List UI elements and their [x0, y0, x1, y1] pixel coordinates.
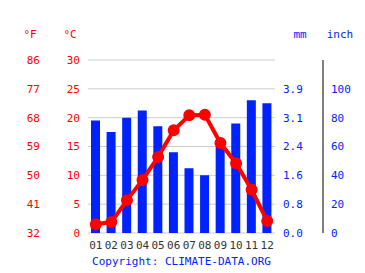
svg-text:0: 0 — [73, 227, 80, 240]
svg-text:40: 40 — [331, 169, 344, 182]
svg-text:20: 20 — [67, 112, 80, 125]
svg-text:0.0: 0.0 — [283, 227, 303, 240]
html-text:inch: inch — [326, 28, 354, 41]
svg-text:68: 68 — [27, 112, 40, 125]
svg-text:06: 06 — [167, 239, 180, 252]
svg-text:30: 30 — [67, 54, 80, 67]
html-text:mm: mm — [293, 28, 307, 41]
svg-text:07: 07 — [183, 239, 196, 252]
svg-text:20: 20 — [331, 198, 344, 211]
svg-text:12: 12 — [261, 239, 274, 252]
svg-text:3.1: 3.1 — [283, 112, 303, 125]
svg-text:05: 05 — [152, 239, 165, 252]
svg-text:11: 11 — [245, 239, 258, 252]
svg-text:59: 59 — [27, 140, 40, 153]
svg-text:15: 15 — [67, 140, 80, 153]
svg-text:50: 50 — [27, 169, 40, 182]
svg-text:02: 02 — [105, 239, 118, 252]
html-text:°F: °F — [23, 28, 37, 41]
svg-text:03: 03 — [120, 239, 133, 252]
svg-text:04: 04 — [136, 239, 150, 252]
svg-text:10: 10 — [229, 239, 242, 252]
svg-text:25: 25 — [67, 83, 80, 96]
svg-text:41: 41 — [27, 198, 40, 211]
svg-text:80: 80 — [331, 112, 344, 125]
svg-text:09: 09 — [214, 239, 227, 252]
svg-text:32: 32 — [27, 227, 40, 240]
svg-text:86: 86 — [27, 54, 40, 67]
svg-text:60: 60 — [331, 140, 344, 153]
svg-text:1.6: 1.6 — [283, 169, 303, 182]
html-text:°C: °C — [63, 28, 77, 41]
svg-text:3.9: 3.9 — [283, 83, 303, 96]
svg-text:0.8: 0.8 — [283, 198, 303, 211]
svg-text:0: 0 — [331, 227, 338, 240]
svg-text:01: 01 — [89, 239, 102, 252]
svg-text:5: 5 — [73, 198, 80, 211]
svg-text:2.4: 2.4 — [283, 140, 303, 153]
svg-text:100: 100 — [331, 83, 351, 96]
svg-text:10: 10 — [67, 169, 80, 182]
svg-text:08: 08 — [198, 239, 211, 252]
svg-text:77: 77 — [27, 83, 40, 96]
html-text:Copyright: CLIMATE-DATA.ORG: Copyright: CLIMATE-DATA.ORG — [92, 255, 271, 268]
